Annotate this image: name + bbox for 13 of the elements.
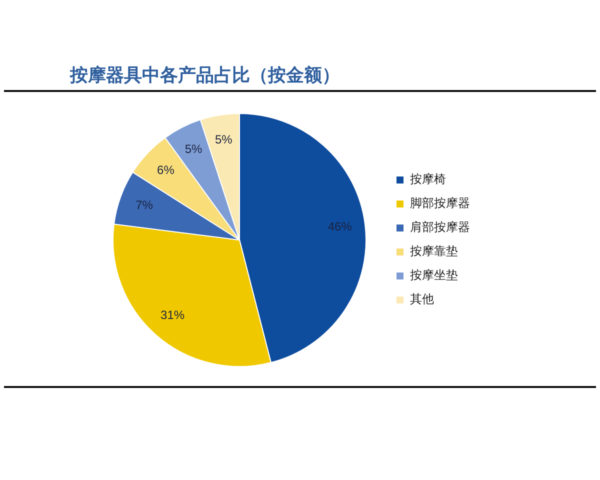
- data-label: 6%: [157, 163, 175, 178]
- legend-label: 按摩靠垫: [410, 244, 458, 258]
- data-label: 46%: [328, 220, 352, 234]
- legend-label: 按摩椅: [410, 172, 446, 186]
- chart-title: 按摩器具中各产品占比（按金额）: [68, 64, 341, 87]
- data-label: 31%: [160, 308, 185, 322]
- legend-label: 其他: [410, 292, 434, 306]
- data-label: 5%: [184, 142, 203, 156]
- legend-label: 按摩坐垫: [410, 268, 458, 282]
- data-label: 7%: [136, 198, 154, 212]
- legend-label: 脚部按摩器: [410, 196, 470, 210]
- legend-label: 肩部按摩器: [410, 220, 470, 234]
- data-label: 5%: [214, 132, 233, 146]
